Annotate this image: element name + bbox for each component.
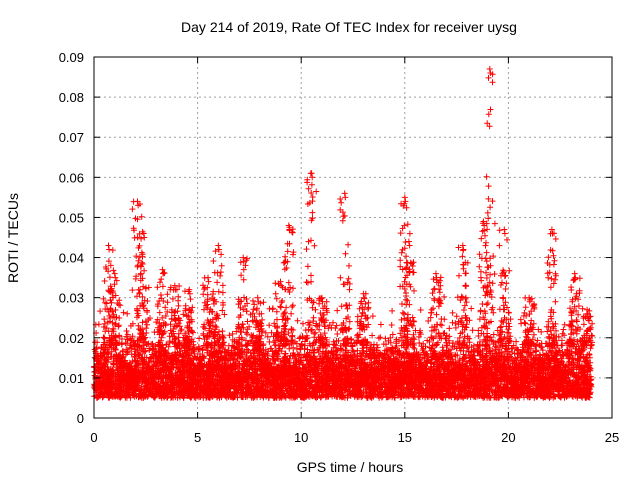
data-point — [389, 307, 396, 314]
data-point — [446, 325, 453, 332]
data-point — [530, 320, 537, 327]
data-point — [425, 318, 432, 324]
data-point — [180, 311, 187, 318]
chart-title: Day 214 of 2019, Rate Of TEC Index for r… — [181, 19, 517, 35]
data-point — [416, 340, 423, 346]
data-point — [354, 347, 361, 354]
data-point — [123, 328, 130, 334]
data-point — [561, 321, 568, 328]
data-points — [91, 66, 596, 401]
data-point — [97, 308, 104, 315]
data-point — [285, 330, 292, 336]
data-point — [453, 313, 460, 320]
data-point — [264, 333, 271, 340]
data-point — [334, 307, 341, 314]
